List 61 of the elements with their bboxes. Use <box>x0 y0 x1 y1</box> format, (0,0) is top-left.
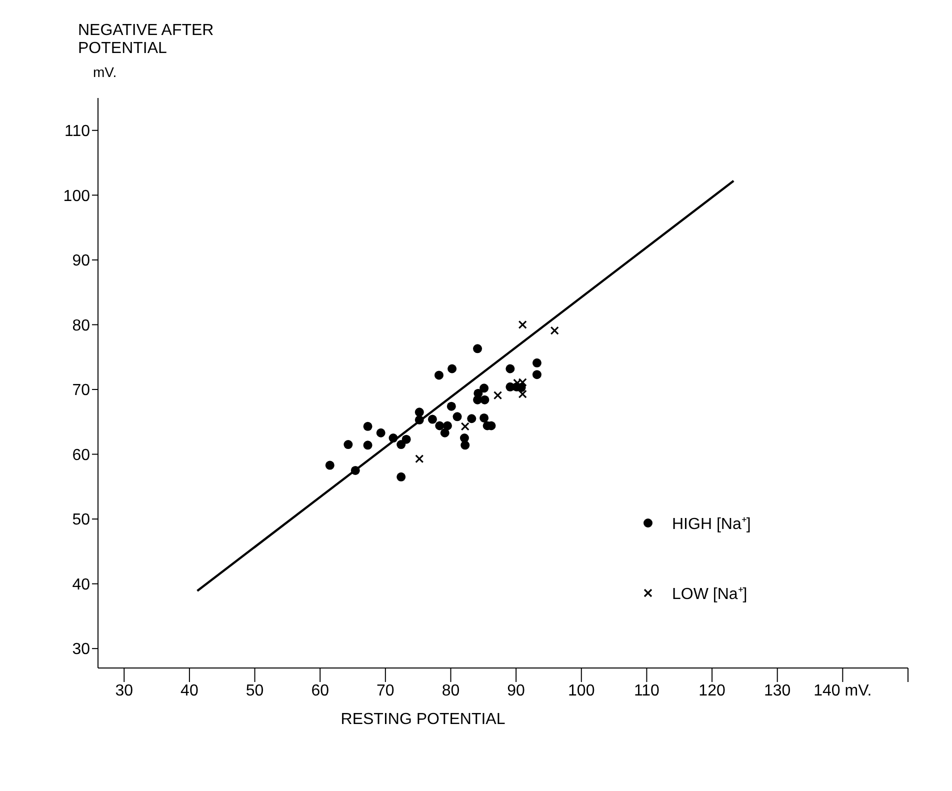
text: mV. <box>93 64 117 80</box>
y-tick-label: 80 <box>72 317 90 334</box>
point <box>452 412 462 422</box>
point <box>480 395 490 404</box>
y-tick-label: 90 <box>72 252 90 270</box>
y-tick-label: 110 <box>64 123 90 140</box>
y-tick-label: 100 <box>63 188 90 205</box>
point <box>350 466 360 475</box>
point <box>440 428 450 438</box>
point <box>532 370 542 380</box>
x-tick-label: 70 <box>376 682 394 700</box>
point <box>442 421 452 430</box>
point <box>448 364 457 374</box>
y-tick-label: 40 <box>72 576 90 594</box>
point <box>396 440 406 450</box>
point <box>402 434 411 444</box>
point <box>518 320 527 330</box>
point <box>506 364 515 374</box>
point <box>388 434 398 443</box>
y-tick-label: 60 <box>72 446 90 464</box>
x-tick-label: 40 <box>180 682 198 700</box>
x-tick-label: 80 <box>442 682 460 700</box>
x-tick-label: 110 <box>634 682 660 700</box>
x-tick-label: 130 <box>764 682 791 700</box>
point <box>480 384 489 393</box>
x-tick-label: 50 <box>246 682 264 700</box>
y-tick-label: 70 <box>72 382 90 400</box>
y-axis-title: NEGATIVE AFTER POTENTIAL <box>78 22 215 58</box>
point <box>460 440 470 450</box>
point <box>460 422 470 431</box>
x-tick-label: 120 <box>698 682 726 700</box>
x-tick-label: 30 <box>115 682 134 700</box>
legend-label: HIGH [Na⁺] <box>672 515 751 534</box>
point <box>396 472 406 482</box>
point <box>446 402 456 411</box>
point <box>376 428 386 438</box>
point <box>518 390 527 398</box>
y-tick-label: 50 <box>72 512 90 529</box>
point <box>363 440 372 450</box>
point <box>325 460 334 470</box>
point <box>532 358 542 368</box>
x-tick-label: 60 <box>311 682 330 700</box>
x-tick-label: 140 mV. <box>814 682 872 700</box>
point <box>435 421 444 430</box>
point <box>428 414 437 424</box>
point <box>414 415 424 424</box>
point <box>415 454 424 464</box>
point <box>473 344 482 354</box>
y-tick-label: 30 <box>72 641 90 658</box>
x-tick-label: 100 <box>568 682 595 700</box>
point <box>434 370 444 380</box>
point <box>550 326 559 335</box>
point <box>480 413 489 422</box>
point <box>493 391 502 400</box>
legend-label: LOW [Na⁺] <box>672 585 748 604</box>
x-tick-label: 90 <box>507 682 526 700</box>
point <box>467 414 476 424</box>
point <box>344 440 353 450</box>
point <box>414 408 424 417</box>
point <box>363 422 372 431</box>
x-axis-title: RESTING POTENTIAL <box>340 711 506 728</box>
